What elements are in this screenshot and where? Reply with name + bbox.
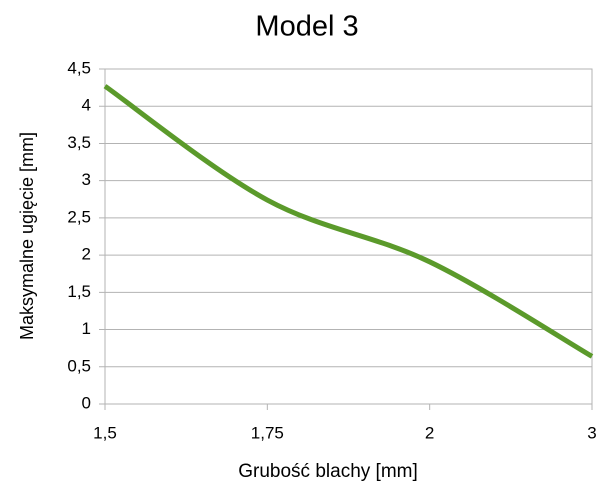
x-axis-label: Grubość blachy [mm] [238, 461, 418, 482]
y-tick-label: 0 [82, 393, 91, 412]
x-tick-label: 1,5 [93, 423, 117, 442]
y-tick-label: 0,5 [67, 356, 91, 375]
y-tick-label: 3 [82, 170, 91, 189]
x-tick-label: 3 [587, 423, 596, 442]
y-tick-label: 2,5 [67, 207, 91, 226]
y-tick-label: 4 [82, 96, 91, 115]
y-tick-label: 4,5 [67, 58, 91, 77]
y-tick-label: 1,5 [67, 282, 91, 301]
plot-border [104, 68, 593, 405]
x-tick-label: 2 [425, 423, 434, 442]
data-line [103, 84, 594, 359]
y-tick-label: 2 [82, 245, 91, 264]
x-tick-label: 1,75 [251, 423, 284, 442]
chart-title: Model 3 [255, 11, 358, 43]
y-tick-label: 1 [82, 319, 91, 338]
y-axis-label: Maksymalne ugięcie [mm] [17, 132, 37, 340]
y-tick-label: 3,5 [67, 133, 91, 152]
